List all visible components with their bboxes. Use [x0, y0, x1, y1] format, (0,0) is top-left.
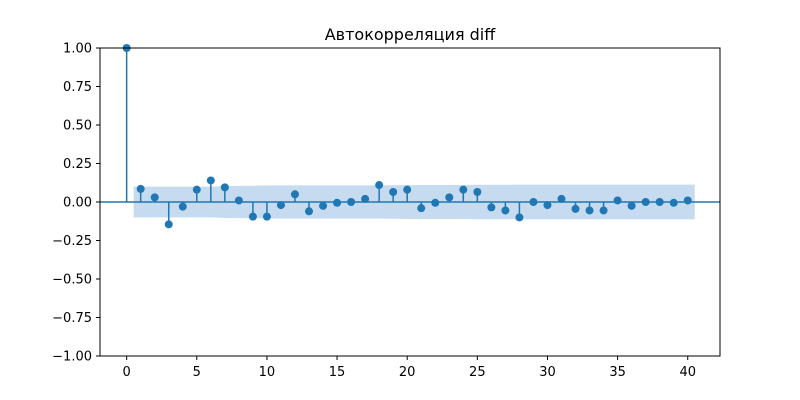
- acf-point-lag-16: [347, 198, 356, 206]
- acf-point-lag-22: [431, 198, 440, 207]
- acf-point-lag-17: [361, 194, 370, 203]
- x-tick-label: 40: [679, 365, 696, 380]
- acf-point-lag-1: [136, 184, 145, 193]
- acf-point-lag-8: [234, 196, 243, 205]
- acf-point-lag-37: [641, 198, 650, 206]
- acf-point-lag-27: [501, 206, 510, 215]
- acf-point-lag-26: [487, 203, 496, 212]
- acf-point-lag-30: [543, 201, 552, 210]
- acf-point-lag-32: [571, 204, 580, 213]
- y-tick-label: 1.00: [63, 42, 92, 57]
- acf-point-lag-31: [557, 194, 566, 203]
- acf-point-lag-20: [403, 185, 412, 194]
- acf-point-lag-40: [683, 196, 692, 205]
- x-tick-label: 25: [469, 365, 486, 380]
- y-axis: 1.00 0.75 0.50 0.25 0.00 −0.25 −0.50 −0.75 −1.00: [52, 42, 100, 365]
- acf-point-lag-12: [290, 190, 299, 199]
- acf-point-lag-2: [150, 193, 159, 202]
- acf-point-lag-34: [599, 206, 608, 215]
- x-tick-label: 20: [399, 365, 416, 380]
- acf-point-lag-36: [627, 201, 636, 210]
- x-axis: 0 5 10 15 20 25 30 35 40: [123, 356, 696, 380]
- x-tick-label: 30: [539, 365, 556, 380]
- y-tick-label: −0.25: [52, 234, 92, 249]
- x-tick-label: 0: [123, 365, 131, 380]
- x-tick-label: 35: [609, 365, 626, 380]
- acf-point-lag-35: [613, 196, 622, 205]
- acf-point-lag-15: [333, 198, 342, 207]
- y-tick-label: 0.00: [63, 196, 92, 211]
- acf-point-lag-3: [164, 220, 173, 229]
- acf-point-lag-9: [248, 212, 257, 221]
- y-tick-label: 0.50: [63, 119, 92, 134]
- acf-point-lag-7: [220, 183, 229, 192]
- y-tick-label: −1.00: [52, 350, 92, 365]
- acf-point-lag-18: [375, 181, 384, 190]
- y-tick-label: 0.75: [63, 80, 92, 95]
- acf-point-lag-39: [669, 198, 678, 207]
- acf-point-lag-25: [473, 187, 482, 196]
- acf-point-lag-24: [459, 185, 468, 194]
- acf-point-lag-13: [305, 207, 314, 216]
- acf-point-lag-29: [529, 198, 538, 206]
- y-tick-label: 0.25: [63, 157, 92, 172]
- acf-point-lag-28: [515, 213, 524, 222]
- acf-point-lag-23: [445, 193, 454, 202]
- acf-point-lag-19: [389, 187, 398, 196]
- acf-point-lag-10: [262, 212, 271, 221]
- acf-point-lag-6: [206, 176, 215, 185]
- chart-title: Автокорреляция diff: [325, 25, 497, 44]
- x-tick-label: 5: [193, 365, 201, 380]
- acf-point-lag-11: [276, 201, 285, 210]
- acf-point-lag-33: [585, 206, 594, 215]
- x-tick-label: 15: [329, 365, 346, 380]
- markers-layer: [122, 44, 692, 229]
- acf-point-lag-4: [178, 202, 187, 211]
- y-tick-label: −0.50: [52, 273, 92, 288]
- acf-point-lag-38: [655, 198, 664, 206]
- acf-point-lag-14: [319, 201, 328, 210]
- x-tick-label: 10: [259, 365, 276, 380]
- acf-point-lag-5: [192, 185, 201, 194]
- acf-point-lag-21: [417, 204, 426, 213]
- y-tick-label: −0.75: [52, 311, 92, 326]
